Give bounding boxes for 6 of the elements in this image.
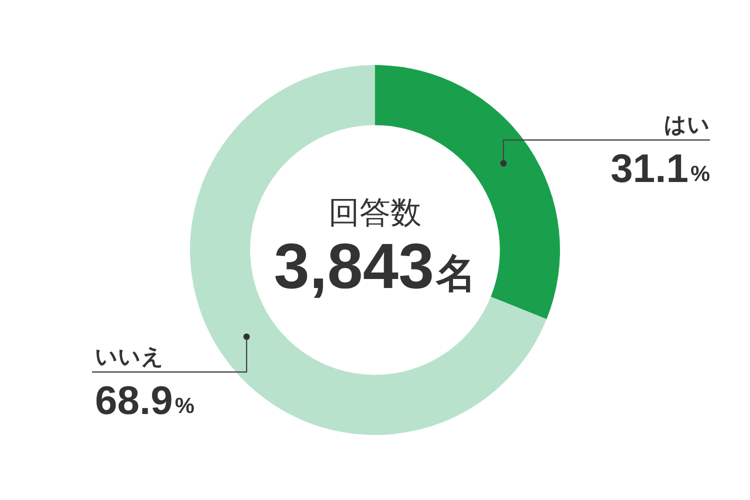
text: 回答数 (328, 195, 422, 230)
slice-label: はい (664, 112, 710, 137)
data-label: 68.9% (95, 379, 194, 423)
data-label: 31.1% (610, 147, 710, 191)
slice-label: いいえ (95, 344, 164, 369)
text: 3,843名 (274, 230, 476, 302)
